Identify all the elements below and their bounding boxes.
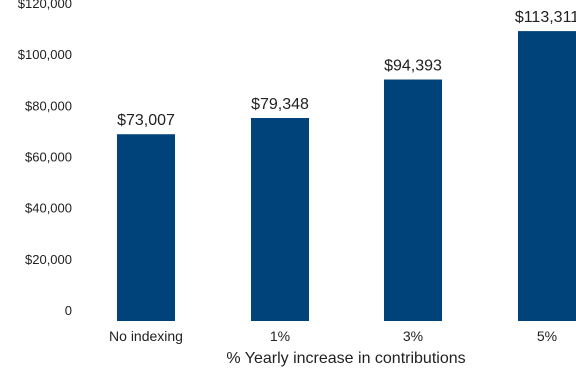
bar-value-label: $73,007 — [117, 112, 175, 129]
x-axis-title: % Yearly increase in contributions — [226, 350, 465, 367]
y-tick-label: $20,000 — [25, 252, 72, 267]
x-tick-label: 5% — [537, 328, 557, 344]
bar-value-label: $94,393 — [384, 58, 442, 75]
bar — [518, 31, 576, 321]
x-tick-label: No indexing — [109, 328, 183, 344]
y-tick-label: $120,000 — [18, 0, 72, 11]
bars — [117, 31, 576, 322]
y-tick-label: $60,000 — [25, 150, 72, 165]
x-tick-label: 1% — [270, 328, 290, 344]
data-labels: $73,007 $79,348 $94,393 $113,311 — [117, 9, 576, 129]
bar — [117, 134, 175, 321]
y-tick-label: $40,000 — [25, 201, 72, 216]
x-axis: No indexing 1% 3% 5% — [109, 328, 557, 344]
bar-value-label: $79,348 — [251, 96, 309, 113]
y-tick-label: $100,000 — [18, 47, 72, 62]
y-axis: 0 $20,000 $40,000 $60,000 $80,000 $100,000 $12… — [18, 0, 72, 318]
y-tick-label: $80,000 — [25, 98, 72, 113]
y-tick-label: 0 — [65, 303, 72, 318]
bar — [251, 118, 309, 321]
x-tick-label: 3% — [403, 328, 423, 344]
bar — [384, 79, 442, 322]
bar-value-label: $113,311 — [515, 9, 576, 26]
